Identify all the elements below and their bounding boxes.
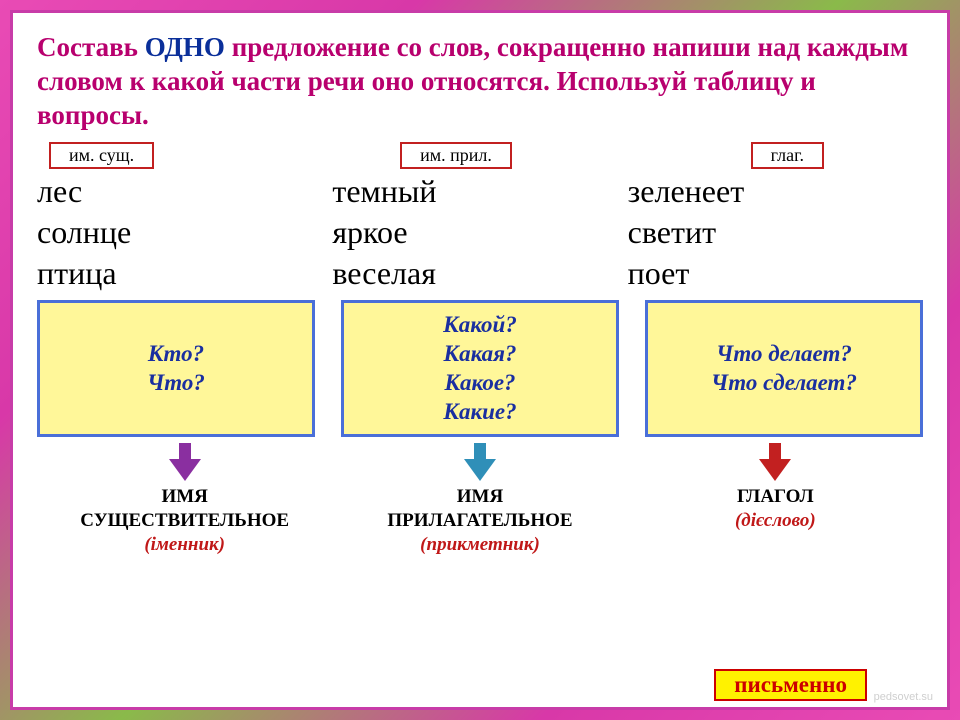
- word-cell: яркое: [332, 212, 627, 253]
- title-highlight: ОДНО: [145, 32, 225, 62]
- word-cell: темный: [332, 171, 627, 212]
- pos-name-line: ПРИЛАГАТЕЛЬНОЕ: [332, 509, 627, 533]
- question-box-noun: Кто? Что?: [37, 300, 315, 437]
- part-of-speech-names-row: ИМЯ СУЩЕСТВИТЕЛЬНОЕ (іменник) ИМЯ ПРИЛАГ…: [37, 485, 923, 556]
- words-table: лес темный зеленеет солнце яркое светит …: [37, 171, 923, 294]
- question-text: Что делает?: [716, 340, 852, 369]
- arrow-head: [759, 459, 791, 481]
- word-cell: веселая: [332, 253, 627, 294]
- pos-name-line: ИМЯ: [332, 485, 627, 509]
- table-row: птица веселая поет: [37, 253, 923, 294]
- arrow-down-icon: [458, 441, 502, 483]
- question-boxes-row: Кто? Что? Какой? Какая? Какое? Какие? Чт…: [37, 300, 923, 437]
- question-text: Какой?: [443, 311, 517, 340]
- word-cell: светит: [628, 212, 923, 253]
- word-cell: поет: [628, 253, 923, 294]
- watermark: pedsovet.su: [874, 691, 933, 703]
- question-text: Что сделает?: [711, 369, 857, 398]
- question-text: Кто?: [148, 340, 204, 369]
- table-row: солнце яркое светит: [37, 212, 923, 253]
- arrow-down-icon: [753, 441, 797, 483]
- word-cell: птица: [37, 253, 332, 294]
- arrow-down-icon: [163, 441, 207, 483]
- question-text: Какое?: [444, 369, 515, 398]
- question-box-adjective: Какой? Какая? Какое? Какие?: [341, 300, 619, 437]
- pos-name-verb: ГЛАГОЛ (дієслово): [628, 485, 923, 556]
- pos-name-ukr: (іменник): [37, 533, 332, 557]
- pos-name-ukr: (прикметник): [332, 533, 627, 557]
- question-box-verb: Что делает? Что сделает?: [645, 300, 923, 437]
- pos-name-line: СУЩЕСТВИТЕЛЬНОЕ: [37, 509, 332, 533]
- pos-label-noun: им. сущ.: [49, 142, 154, 169]
- table-row: лес темный зеленеет: [37, 171, 923, 212]
- pos-label-verb: глаг.: [751, 142, 824, 169]
- word-cell: лес: [37, 171, 332, 212]
- title-part1: Составь: [37, 32, 145, 62]
- arrow-head: [169, 459, 201, 481]
- question-text: Что?: [147, 369, 205, 398]
- pos-name-line: ГЛАГОЛ: [628, 485, 923, 509]
- pos-name-line: ИМЯ: [37, 485, 332, 509]
- pos-name-noun: ИМЯ СУЩЕСТВИТЕЛЬНОЕ (іменник): [37, 485, 332, 556]
- arrow-shaft: [474, 443, 486, 459]
- question-text: Какая?: [443, 340, 516, 369]
- slide-canvas: Составь ОДНО предложение со слов, сокращ…: [10, 10, 950, 710]
- arrow-head: [464, 459, 496, 481]
- word-cell: солнце: [37, 212, 332, 253]
- arrows-row: [37, 441, 923, 483]
- question-text: Какие?: [443, 398, 516, 427]
- pos-label-adjective: им. прил.: [400, 142, 512, 169]
- pos-labels-row: им. сущ. им. прил. глаг.: [37, 142, 923, 169]
- arrow-shaft: [179, 443, 191, 459]
- pos-name-adjective: ИМЯ ПРИЛАГАТЕЛЬНОЕ (прикметник): [332, 485, 627, 556]
- word-cell: зеленеет: [628, 171, 923, 212]
- footer-tag: письменно: [714, 669, 867, 701]
- instruction-title: Составь ОДНО предложение со слов, сокращ…: [37, 31, 923, 132]
- arrow-shaft: [769, 443, 781, 459]
- pos-name-ukr: (дієслово): [628, 509, 923, 533]
